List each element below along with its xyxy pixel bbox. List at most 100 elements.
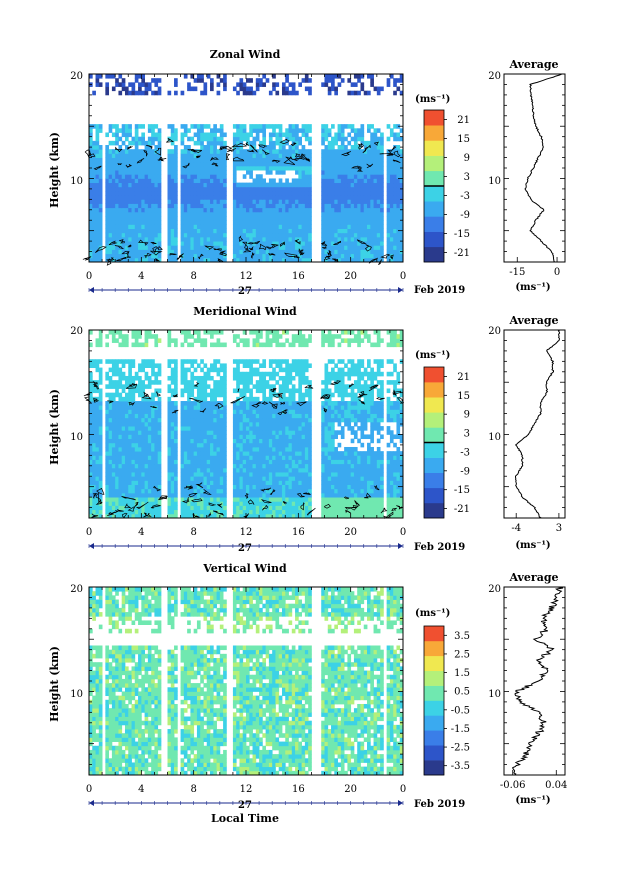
- heatmap-cell: [223, 166, 227, 171]
- heatmap-cell: [266, 468, 270, 473]
- heatmap-cell: [194, 170, 198, 175]
- heatmap-cell: [357, 162, 361, 167]
- heatmap-cell: [194, 241, 198, 246]
- heatmap-cell: [112, 170, 116, 175]
- heatmap-cell: [220, 224, 224, 229]
- heatmap-cell: [341, 137, 345, 142]
- heatmap-cell: [246, 195, 250, 200]
- heatmap-cell: [387, 191, 391, 196]
- heatmap-cell: [380, 476, 384, 481]
- heatmap-cell: [262, 439, 266, 444]
- heatmap-cell: [125, 245, 129, 250]
- heatmap-cell: [122, 468, 126, 473]
- heatmap-cell: [207, 195, 211, 200]
- heatmap-cell: [151, 149, 155, 154]
- heatmap-cell: [351, 229, 355, 234]
- heatmap-cell: [256, 233, 260, 238]
- heatmap-cell: [259, 199, 263, 204]
- heatmap-cell: [305, 430, 309, 435]
- heatmap-cell: [334, 245, 338, 250]
- heatmap-cell: [377, 245, 381, 250]
- heatmap-cell: [122, 87, 126, 92]
- heatmap-cell: [187, 166, 191, 171]
- heatmap-cell: [292, 216, 296, 221]
- heatmap-cell: [168, 195, 172, 200]
- heatmap-cell: [115, 501, 119, 506]
- heatmap-cell: [374, 174, 378, 179]
- heatmap-cell: [266, 439, 270, 444]
- heatmap-cell: [351, 195, 355, 200]
- heatmap-cell: [262, 443, 266, 448]
- heatmap-cell: [266, 447, 270, 452]
- heatmap-cell: [282, 220, 286, 225]
- heatmap-cell: [217, 153, 221, 158]
- heatmap-cell: [380, 455, 384, 460]
- heatmap-cell: [220, 141, 224, 146]
- heatmap-cell: [138, 489, 142, 494]
- heatmap-cell: [194, 468, 198, 473]
- heatmap-cell: [279, 124, 283, 129]
- heatmap-cell: [354, 191, 358, 196]
- heatmap-cell: [112, 204, 116, 209]
- heatmap-cell: [210, 451, 214, 456]
- heatmap-cell: [115, 195, 119, 200]
- heatmap-cell: [282, 199, 286, 204]
- heatmap-cell: [145, 245, 149, 250]
- heatmap-cell: [223, 455, 227, 460]
- heatmap-cell: [253, 510, 257, 515]
- heatmap-cell: [390, 128, 394, 133]
- heatmap-cell: [308, 480, 312, 485]
- heatmap-cell: [387, 464, 391, 469]
- heatmap-cell: [279, 212, 283, 217]
- heatmap-cell: [262, 254, 266, 259]
- heatmap-cell: [236, 216, 240, 221]
- heatmap-cell: [200, 183, 204, 188]
- heatmap-cell: [105, 241, 109, 246]
- heatmap-cell: [190, 183, 194, 188]
- heatmap-cell: [256, 220, 260, 225]
- heatmap-cell: [223, 426, 227, 431]
- heatmap-cell: [105, 149, 109, 154]
- heatmap-cell: [239, 434, 243, 439]
- heatmap-cell: [275, 124, 279, 129]
- heatmap-cell: [138, 137, 142, 142]
- heatmap-cell: [328, 220, 332, 225]
- heatmap-cell: [331, 166, 335, 171]
- heatmap-cell: [285, 187, 289, 192]
- heatmap-cell: [197, 501, 201, 506]
- heatmap-cell: [275, 476, 279, 481]
- heatmap-cell: [194, 141, 198, 146]
- heatmap-cell: [158, 187, 162, 192]
- heatmap-cell: [141, 468, 145, 473]
- heatmap-cell: [357, 464, 361, 469]
- heatmap-cell: [174, 149, 178, 154]
- heatmap-cell: [305, 224, 309, 229]
- heatmap-cell: [154, 191, 158, 196]
- heatmap-cell: [289, 82, 293, 87]
- heatmap-cell: [341, 145, 345, 150]
- heatmap-cell: [256, 87, 260, 92]
- heatmap-cell: [246, 212, 250, 217]
- heatmap-cell: [109, 170, 113, 175]
- heatmap-cell: [357, 468, 361, 473]
- heatmap-cell: [249, 187, 253, 192]
- heatmap-cell: [344, 162, 348, 167]
- heatmap-cell: [396, 451, 400, 456]
- heatmap-cell: [115, 220, 119, 225]
- heatmap-cell: [275, 472, 279, 477]
- heatmap-cell: [99, 464, 103, 469]
- heatmap-cell: [135, 468, 139, 473]
- heatmap-cell: [354, 447, 358, 452]
- heatmap-cell: [239, 191, 243, 196]
- heatmap-cell: [203, 426, 207, 431]
- heatmap-cell: [354, 132, 358, 137]
- heatmap-cell: [174, 443, 178, 448]
- heatmap-cell: [220, 199, 224, 204]
- heatmap-cell: [174, 464, 178, 469]
- heatmap-cell: [220, 451, 224, 456]
- heatmap-cell: [272, 141, 276, 146]
- average-title: Average: [508, 58, 558, 71]
- heatmap-cell: [168, 212, 172, 217]
- heatmap-cell: [272, 191, 276, 196]
- heatmap-cell: [181, 480, 185, 485]
